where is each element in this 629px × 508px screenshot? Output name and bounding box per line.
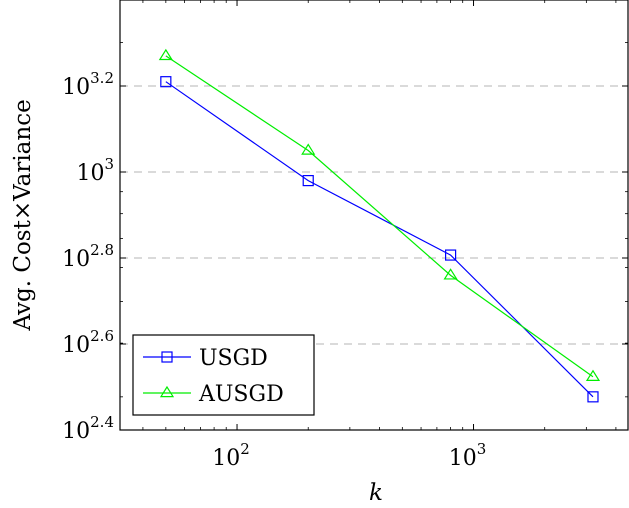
data-point <box>160 76 172 88</box>
legend-box <box>132 334 315 416</box>
data-point <box>158 48 173 61</box>
legend-label: USGD <box>199 346 268 371</box>
legend-label: AUSGD <box>198 382 284 407</box>
tick-labels: 102.4 102.6 102.8 103 103.2 102 103 <box>62 69 486 471</box>
y-tick-label: 103.2 <box>62 69 114 100</box>
x-axis-label: k <box>369 480 383 506</box>
series-line <box>165 55 594 378</box>
legend: USGD AUSGD <box>132 334 315 416</box>
y-axis-label: Avg. Cost×Variance <box>10 99 36 331</box>
series-ausgd <box>158 48 601 381</box>
y-tick-label: 102.8 <box>62 241 114 272</box>
legend-marker <box>161 351 173 363</box>
legend-entry: AUSGD <box>143 382 284 407</box>
grid <box>120 85 628 345</box>
data-point <box>302 175 314 187</box>
data-point <box>301 143 316 155</box>
data-point <box>443 268 458 280</box>
series-layer <box>158 48 601 403</box>
plot-frame <box>119 0 629 431</box>
data-point <box>587 391 599 403</box>
x-tick-label: 102 <box>212 440 250 471</box>
x-tick-label: 103 <box>449 440 487 471</box>
y-tick-label: 102.4 <box>62 413 114 444</box>
legend-entry: USGD <box>143 346 268 371</box>
data-point <box>585 369 601 381</box>
tick-marks <box>120 0 628 431</box>
y-tick-label: 102.6 <box>62 327 114 358</box>
legend-marker <box>159 385 175 398</box>
data-point <box>445 249 457 261</box>
y-tick-label: 103 <box>76 155 114 186</box>
